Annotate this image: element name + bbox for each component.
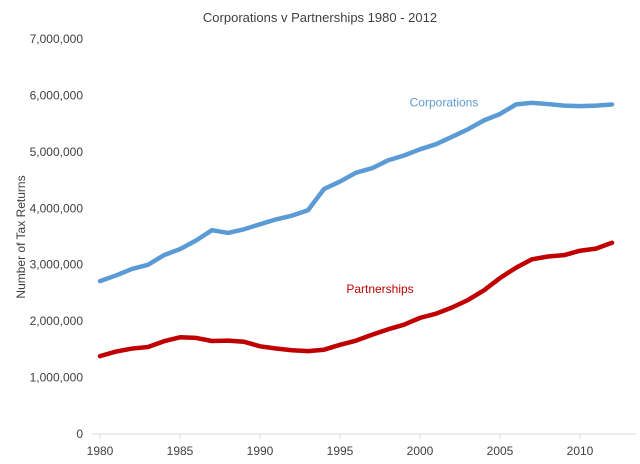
series-label-partnerships: Partnerships bbox=[346, 282, 413, 296]
x-tick-label: 1995 bbox=[327, 444, 354, 458]
y-tick-label: 2,000,000 bbox=[30, 314, 84, 328]
x-tick-label: 2000 bbox=[407, 444, 434, 458]
x-tick-label: 1980 bbox=[87, 444, 114, 458]
x-tick-label: 2010 bbox=[567, 444, 594, 458]
series-label-corporations: Corporations bbox=[410, 96, 479, 110]
annotation-layer: Corporations Partnerships bbox=[346, 96, 478, 296]
y-tick-label: 3,000,000 bbox=[30, 258, 84, 272]
series-line-partnerships bbox=[97, 240, 615, 359]
y-tick-label: 0 bbox=[76, 427, 83, 441]
series-line-corporations bbox=[97, 100, 615, 284]
x-tick-label: 2005 bbox=[487, 444, 514, 458]
series-layer bbox=[97, 100, 615, 359]
axes: 1980 1985 1990 1995 2000 2005 2010 0 1,000,000 2,… bbox=[30, 32, 636, 458]
y-tick-label: 6,000,000 bbox=[30, 88, 84, 102]
y-tick-label: 4,000,000 bbox=[30, 201, 84, 215]
chart-title: Corporations v Partnerships 1980 - 2012 bbox=[203, 10, 437, 25]
x-tick-label: 1990 bbox=[247, 444, 274, 458]
y-axis-label: Number of Tax Returns bbox=[14, 175, 28, 298]
y-tick-label: 5,000,000 bbox=[30, 145, 84, 159]
x-tick-label: 1985 bbox=[167, 444, 194, 458]
y-tick-label: 7,000,000 bbox=[30, 32, 84, 46]
y-tick-label: 1,000,000 bbox=[30, 371, 84, 385]
